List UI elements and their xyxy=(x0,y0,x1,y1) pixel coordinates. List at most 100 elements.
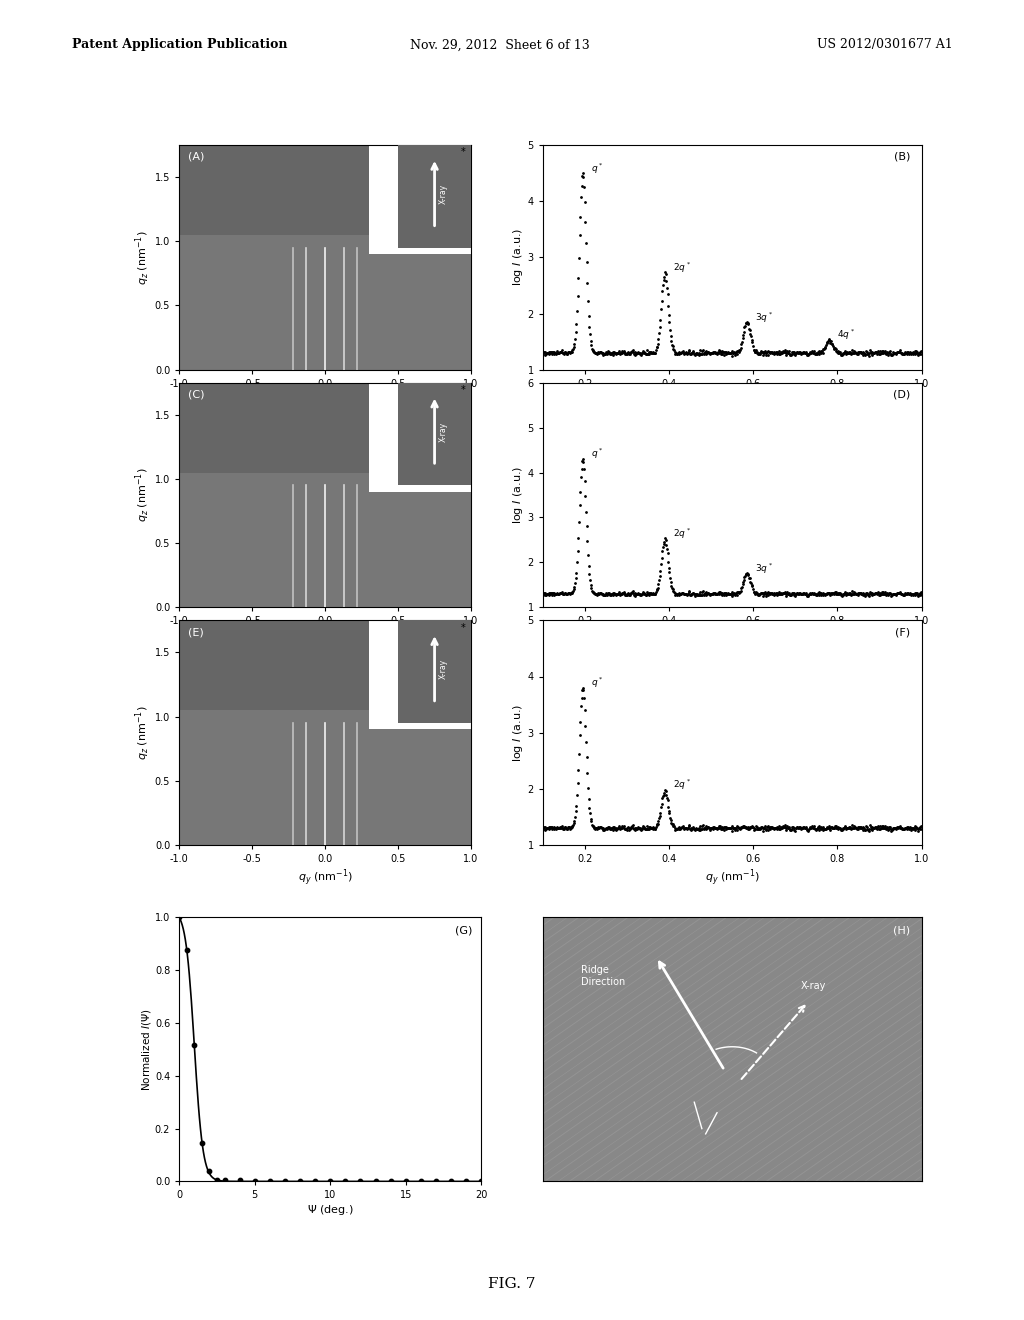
Point xyxy=(605,345,622,366)
Point xyxy=(594,583,610,605)
Point xyxy=(767,817,783,838)
Point xyxy=(890,342,906,363)
Point xyxy=(604,342,621,363)
Point xyxy=(571,224,588,246)
Point xyxy=(878,583,894,605)
Point xyxy=(551,818,567,840)
Point xyxy=(686,343,702,364)
Point xyxy=(711,814,727,836)
Point xyxy=(784,817,801,838)
Point xyxy=(855,341,871,362)
Point xyxy=(806,582,822,603)
Point xyxy=(804,341,820,362)
Point xyxy=(912,342,929,363)
Point xyxy=(561,342,578,363)
Point xyxy=(858,816,874,837)
Point xyxy=(858,341,874,362)
Point xyxy=(860,345,877,366)
Point xyxy=(899,341,915,362)
Point xyxy=(675,816,691,837)
Point xyxy=(719,583,735,605)
Point xyxy=(579,252,595,273)
Point xyxy=(689,818,706,840)
Point xyxy=(864,345,881,366)
Polygon shape xyxy=(369,383,471,492)
Point xyxy=(638,343,654,364)
Point xyxy=(769,343,785,364)
Point xyxy=(630,816,646,837)
Point xyxy=(564,339,581,360)
Point xyxy=(762,583,778,605)
Point xyxy=(732,582,749,603)
Point xyxy=(802,342,818,363)
Point xyxy=(585,339,601,360)
Point xyxy=(894,583,910,605)
Point xyxy=(871,818,888,840)
Point xyxy=(730,818,746,840)
Point xyxy=(550,343,566,364)
Point xyxy=(544,582,560,603)
Point xyxy=(541,583,557,605)
Point xyxy=(777,581,794,602)
Point xyxy=(578,731,594,752)
Point xyxy=(828,342,845,363)
Point xyxy=(729,585,745,606)
Point xyxy=(595,817,611,838)
Point xyxy=(900,582,916,603)
Point xyxy=(892,817,908,838)
Point xyxy=(873,816,890,837)
Point xyxy=(790,582,806,603)
Point xyxy=(777,814,794,836)
Point xyxy=(539,817,555,838)
Point xyxy=(846,582,862,603)
Point xyxy=(792,342,808,363)
Point xyxy=(788,342,805,363)
Point xyxy=(684,818,700,840)
Point xyxy=(684,817,700,838)
Point xyxy=(774,583,791,605)
Point xyxy=(731,582,748,603)
Point xyxy=(585,581,601,602)
Point xyxy=(546,343,562,364)
Point xyxy=(696,817,713,838)
Point xyxy=(829,582,846,603)
Point xyxy=(683,583,699,605)
Point xyxy=(707,342,723,363)
Point xyxy=(718,817,734,838)
Point xyxy=(775,342,792,363)
Point xyxy=(744,817,761,838)
Point xyxy=(798,817,814,838)
Point xyxy=(808,820,824,841)
Point xyxy=(898,818,914,840)
Point xyxy=(588,818,604,840)
Point xyxy=(757,341,773,362)
Point xyxy=(536,585,552,606)
Point xyxy=(570,527,587,548)
Point xyxy=(901,343,918,364)
Point xyxy=(915,582,932,603)
Point xyxy=(629,343,645,364)
Point xyxy=(906,343,923,364)
Point xyxy=(705,343,721,364)
Point xyxy=(697,341,714,362)
Point xyxy=(852,583,868,605)
Point xyxy=(806,816,822,837)
Point xyxy=(745,581,762,602)
Point xyxy=(600,343,616,364)
Point xyxy=(880,582,896,603)
Point xyxy=(837,341,853,362)
Point xyxy=(565,578,582,599)
Point xyxy=(791,817,807,838)
Point xyxy=(590,582,606,603)
Point xyxy=(893,583,909,605)
Point xyxy=(618,343,635,364)
Point xyxy=(768,342,784,363)
Point xyxy=(599,583,615,605)
Point xyxy=(749,817,765,838)
Point xyxy=(801,818,817,840)
Point xyxy=(715,342,731,363)
Point xyxy=(750,818,766,840)
Point xyxy=(830,342,847,363)
Point xyxy=(636,816,652,837)
Point xyxy=(639,814,655,836)
